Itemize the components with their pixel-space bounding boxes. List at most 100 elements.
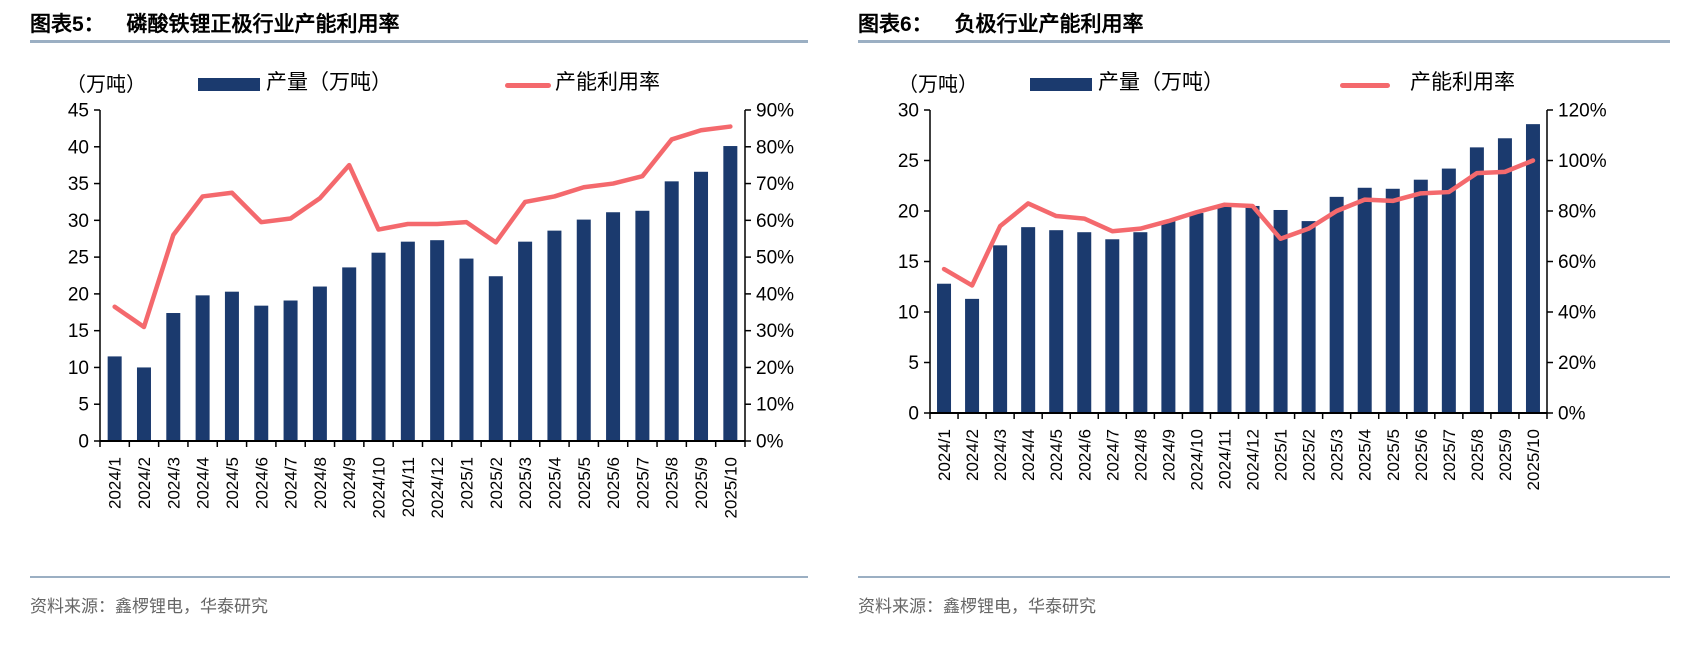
y-axis-tick-label: 0	[908, 404, 919, 425]
x-axis-tick-label: 2024/6	[1075, 429, 1094, 481]
production-bar	[224, 291, 239, 441]
y-axis-tick-label: 15	[898, 252, 919, 273]
footer-divider	[858, 576, 1670, 578]
y-axis-tick-label: 25	[68, 248, 89, 269]
y-axis-tick-label: 80%	[1558, 202, 1596, 223]
x-axis-tick-label: 2025/7	[633, 457, 652, 509]
figure-panel-lfp-cathode: 图表5： 磷酸铁锂正极行业产能利用率 （万吨） 产量（万吨） 产能利用率 0 5 1…	[30, 0, 808, 655]
production-bar	[488, 276, 503, 441]
figure-header: 图表6： 负极行业产能利用率	[858, 8, 1144, 38]
y-axis-tick-label: 50%	[756, 248, 794, 269]
production-bar	[1301, 221, 1316, 413]
production-bar	[1497, 138, 1512, 413]
production-bar	[1217, 205, 1232, 413]
x-axis-tick-label: 2024/5	[1047, 429, 1066, 481]
title-underline	[30, 40, 808, 43]
production-bar	[342, 267, 357, 441]
y-axis-tick-label: 0	[78, 432, 89, 453]
production-bar	[254, 305, 269, 441]
y-axis-tick-label: 20%	[756, 358, 794, 379]
production-bar	[1273, 209, 1288, 413]
production-bar	[459, 258, 474, 441]
y-axis-tick-label: 0%	[1558, 404, 1586, 425]
production-bar	[166, 313, 181, 441]
production-bar	[1161, 221, 1176, 413]
production-bar	[1021, 227, 1036, 413]
figure-number-label: 图表5：	[30, 13, 105, 36]
y-axis-tick-label: 15	[68, 321, 89, 342]
y-axis-tick-label: 45	[68, 101, 89, 122]
legend-bar-label: 产量（万吨）	[1098, 70, 1224, 94]
y-axis-tick-label: 90%	[756, 101, 794, 122]
y-axis-tick-label: 10%	[756, 395, 794, 416]
y-axis-tick-label: 120%	[1558, 101, 1607, 122]
legend-line-label: 产能利用率	[1410, 70, 1515, 94]
y-axis-tick-label: 30	[68, 211, 89, 232]
production-bar	[1441, 168, 1456, 413]
left-axis-unit-label: （万吨）	[898, 74, 978, 96]
y-axis-tick-label: 5	[78, 395, 89, 416]
x-axis-tick-label: 2024/8	[1131, 429, 1150, 481]
legend-line-label: 产能利用率	[555, 70, 660, 94]
production-bar	[136, 367, 151, 441]
source-note: 资料来源：鑫椤锂电，华泰研究	[30, 597, 268, 616]
production-bar	[518, 241, 533, 441]
x-axis-tick-label: 2025/5	[575, 457, 594, 509]
y-axis-tick-label: 60%	[756, 211, 794, 232]
production-bar	[1413, 179, 1428, 413]
production-bar	[1357, 187, 1372, 413]
x-axis-tick-label: 2025/3	[1328, 429, 1347, 481]
y-axis-tick-label: 100%	[1558, 151, 1607, 172]
production-bar	[1469, 147, 1484, 413]
x-axis-tick-label: 2024/1	[935, 429, 954, 481]
figure-panel-anode: 图表6： 负极行业产能利用率 （万吨） 产量（万吨） 产能利用率 0 5 10 15 2…	[858, 0, 1670, 655]
x-axis-tick-label: 2024/10	[1187, 429, 1206, 490]
production-bar	[1049, 230, 1064, 413]
production-bar	[547, 230, 562, 441]
x-axis-tick-label: 2025/9	[1496, 429, 1515, 481]
legend-line-swatch	[505, 83, 551, 88]
production-bar	[635, 210, 650, 441]
x-axis-tick-label: 2024/1	[106, 457, 125, 509]
x-axis-tick-label: 2024/12	[1244, 429, 1263, 490]
x-axis-tick-label: 2024/9	[1159, 429, 1178, 481]
y-axis-tick-label: 30%	[756, 321, 794, 342]
production-bar	[694, 171, 709, 441]
legend-bar-label: 产量（万吨）	[266, 70, 392, 94]
x-axis-tick-label: 2024/4	[1019, 429, 1038, 481]
figure-header: 图表5： 磷酸铁锂正极行业产能利用率	[30, 8, 400, 38]
y-axis-tick-label: 40%	[1558, 303, 1596, 324]
production-bar	[1189, 213, 1204, 413]
x-axis-tick-label: 2024/9	[340, 457, 359, 509]
x-axis-tick-label: 2024/2	[135, 457, 154, 509]
production-bar	[283, 300, 298, 441]
y-axis-tick-label: 10	[898, 303, 919, 324]
x-axis-tick-label: 2025/1	[457, 457, 476, 509]
x-axis-tick-label: 2025/6	[1412, 429, 1431, 481]
y-axis-tick-label: 25	[898, 151, 919, 172]
y-axis-tick-label: 5	[908, 353, 919, 374]
production-bar	[371, 252, 386, 441]
figure-title: 磷酸铁锂正极行业产能利用率	[126, 13, 400, 36]
chart-canvas: 0 5 10 15 20 25 30 35 40 45 0% 10% 20% 30% 40% 50% 60% 70…	[68, 101, 794, 519]
production-bar	[993, 245, 1008, 413]
figure-number-label: 图表6：	[858, 13, 933, 36]
x-axis-tick-label: 2024/11	[1215, 429, 1234, 489]
x-axis-tick-label: 2025/4	[1356, 429, 1375, 481]
y-axis-tick-label: 20	[898, 202, 919, 223]
x-axis-tick-label: 2024/3	[991, 429, 1010, 481]
production-bar	[965, 298, 980, 413]
x-axis-tick-label: 2024/4	[194, 457, 213, 509]
x-axis-tick-label: 2025/10	[1524, 429, 1543, 490]
production-bar	[1329, 196, 1344, 413]
y-axis-tick-label: 0%	[756, 432, 784, 453]
production-bar	[937, 283, 952, 413]
footer-divider	[30, 576, 808, 578]
production-bar	[1133, 232, 1148, 413]
x-axis-tick-label: 2024/8	[311, 457, 330, 509]
production-bar	[1525, 124, 1540, 413]
x-axis-tick-label: 2025/8	[663, 457, 682, 509]
x-axis-tick-label: 2024/3	[164, 457, 183, 509]
y-axis-tick-label: 35	[68, 174, 89, 195]
